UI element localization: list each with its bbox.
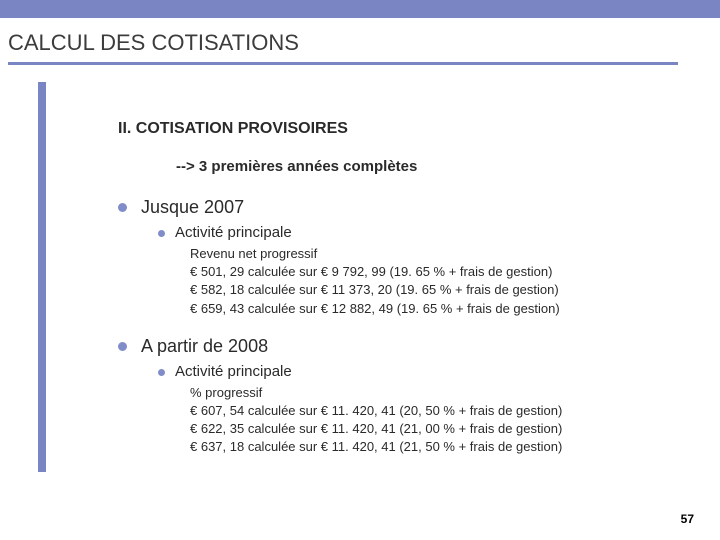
subsection-row: Activité principale bbox=[158, 363, 678, 380]
detail-line: € 659, 43 calculée sur € 12 882, 49 (19.… bbox=[190, 300, 678, 318]
bullet-icon bbox=[158, 369, 165, 376]
detail-lines: Revenu net progressif € 501, 29 calculée… bbox=[190, 245, 678, 318]
detail-line: € 582, 18 calculée sur € 11 373, 20 (19.… bbox=[190, 281, 678, 299]
bullet-icon bbox=[118, 203, 127, 212]
subtitle: II. COTISATION PROVISOIRES bbox=[118, 120, 678, 138]
subsection-heading: Activité principale bbox=[175, 224, 292, 241]
title-underline bbox=[8, 62, 678, 65]
page-title: CALCUL DES COTISATIONS bbox=[8, 30, 299, 56]
detail-line: € 501, 29 calculée sur € 9 792, 99 (19. … bbox=[190, 263, 678, 281]
subsection-heading: Activité principale bbox=[175, 363, 292, 380]
detail-line: € 607, 54 calculée sur € 11. 420, 41 (20… bbox=[190, 402, 678, 420]
detail-line: € 637, 18 calculée sur € 11. 420, 41 (21… bbox=[190, 438, 678, 456]
left-accent-bar bbox=[38, 82, 46, 472]
detail-line: € 622, 35 calculée sur € 11. 420, 41 (21… bbox=[190, 420, 678, 438]
bullet-icon bbox=[118, 342, 127, 351]
note: --> 3 premières années complètes bbox=[176, 158, 678, 175]
bullet-icon bbox=[158, 230, 165, 237]
detail-line: % progressif bbox=[190, 384, 678, 402]
section-heading: Jusque 2007 bbox=[141, 197, 244, 218]
subsection-row: Activité principale bbox=[158, 224, 678, 241]
section-heading: A partir de 2008 bbox=[141, 336, 268, 357]
detail-line: Revenu net progressif bbox=[190, 245, 678, 263]
page-number: 57 bbox=[681, 512, 694, 526]
content-area: II. COTISATION PROVISOIRES --> 3 premièr… bbox=[118, 120, 678, 475]
section-heading-row: A partir de 2008 bbox=[118, 336, 678, 357]
top-accent-bar bbox=[0, 0, 720, 18]
detail-lines: % progressif € 607, 54 calculée sur € 11… bbox=[190, 384, 678, 457]
section-heading-row: Jusque 2007 bbox=[118, 197, 678, 218]
